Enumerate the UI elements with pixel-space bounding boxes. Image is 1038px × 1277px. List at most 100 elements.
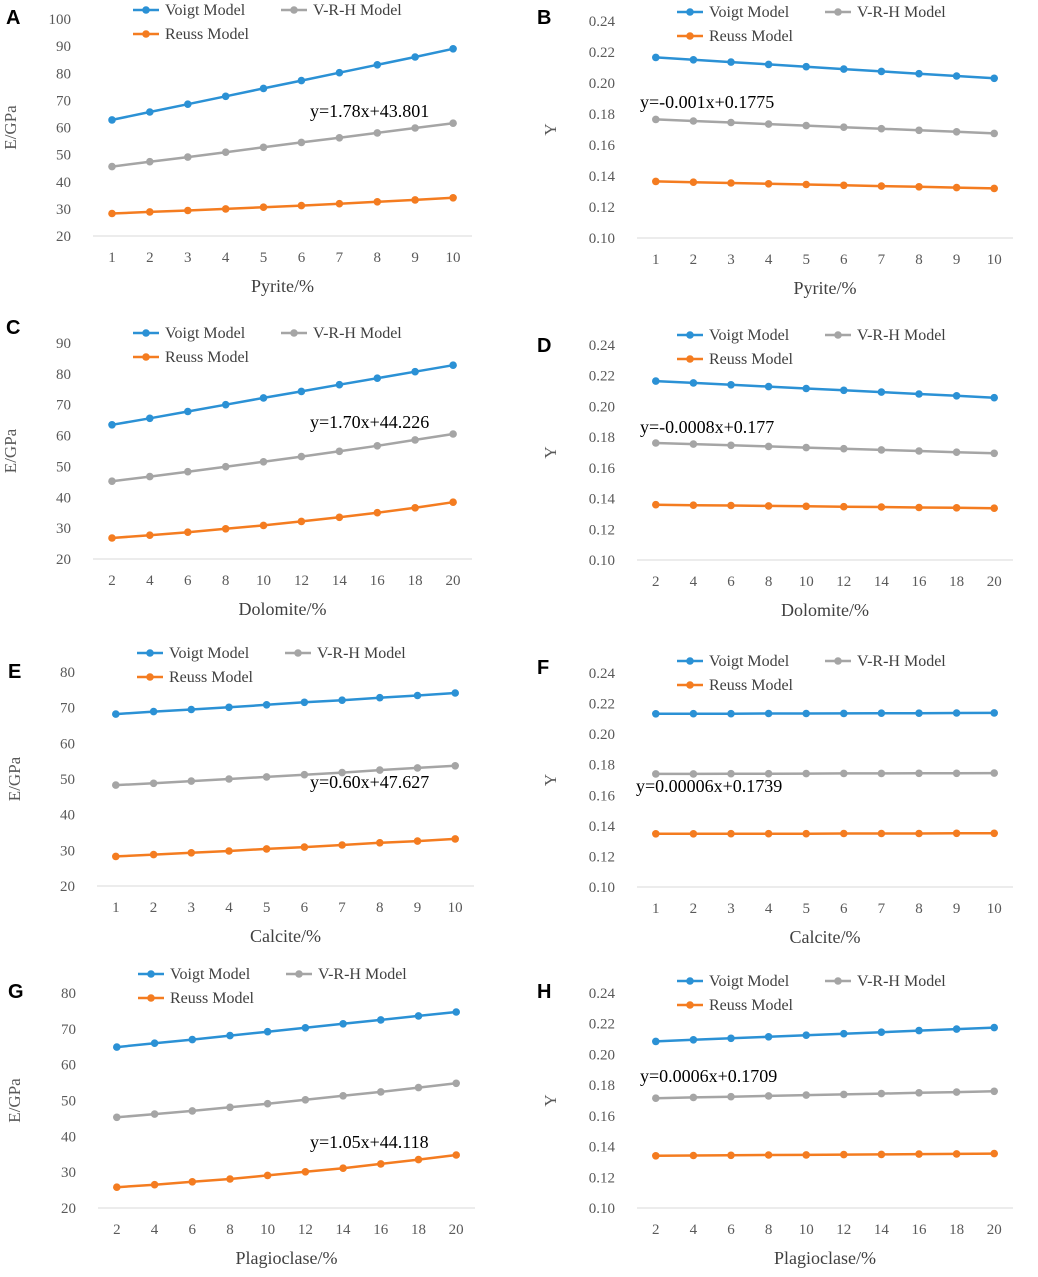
data-point-vrh xyxy=(764,1092,773,1100)
data-point-reuss xyxy=(226,1175,234,1183)
data-point-reuss xyxy=(952,829,961,838)
legend-label-reuss: Reuss Model xyxy=(165,349,250,366)
y-tick-label: 80 xyxy=(60,665,75,681)
x-tick-label: 10 xyxy=(256,573,271,589)
y-tick-label: 100 xyxy=(49,12,72,28)
x-axis-title: Plagioclase/% xyxy=(236,1248,338,1268)
y-tick-label: 0.18 xyxy=(589,107,615,123)
y-tick-label: 0.20 xyxy=(589,727,615,743)
series-line-vrh xyxy=(655,771,995,776)
data-point-vrh xyxy=(689,770,698,778)
data-point-voigt xyxy=(915,390,923,398)
data-point-vrh xyxy=(952,128,961,136)
y-axis-title: E/GPa xyxy=(5,1078,24,1123)
data-point-vrh xyxy=(373,129,382,137)
data-point-vrh xyxy=(451,762,460,770)
x-tick-label: 8 xyxy=(222,573,230,589)
data-point-reuss xyxy=(652,177,660,186)
data-point-vrh xyxy=(689,117,698,125)
data-point-voigt xyxy=(952,392,961,400)
data-point-voigt xyxy=(764,709,773,718)
y-tick-label: 30 xyxy=(61,1165,76,1181)
data-point-voigt xyxy=(188,1035,197,1044)
data-point-voigt xyxy=(297,76,306,85)
data-point-vrh xyxy=(727,441,735,450)
x-tick-label: 14 xyxy=(332,573,348,589)
x-tick-label: 14 xyxy=(874,574,890,590)
x-tick-label: 8 xyxy=(226,1222,234,1238)
data-point-vrh xyxy=(877,769,886,778)
x-tick-label: 10 xyxy=(446,250,461,266)
data-point-vrh xyxy=(727,118,735,127)
y-tick-label: 70 xyxy=(60,701,75,717)
data-point-vrh xyxy=(990,769,998,777)
legend-marker-vrh xyxy=(834,657,842,665)
x-tick-label: 9 xyxy=(414,900,422,916)
data-point-reuss xyxy=(877,182,886,190)
data-point-vrh xyxy=(226,1103,234,1112)
data-point-vrh xyxy=(184,467,192,476)
data-point-voigt xyxy=(689,56,698,64)
x-tick-label: 1 xyxy=(108,250,116,266)
y-tick-label: 20 xyxy=(60,879,75,895)
x-axis-title: Calcite/% xyxy=(250,926,321,946)
data-point-reuss xyxy=(411,504,419,512)
regression-equation: y=0.00006x+0.1739 xyxy=(636,776,782,796)
data-point-voigt xyxy=(652,1037,660,1046)
data-point-voigt xyxy=(689,379,698,387)
y-tick-label: 60 xyxy=(61,1058,76,1074)
y-tick-label: 0.18 xyxy=(589,1078,615,1094)
data-point-vrh xyxy=(727,1092,735,1101)
data-point-reuss xyxy=(146,208,154,216)
y-axis-title: E/GPa xyxy=(1,105,20,150)
x-tick-label: 16 xyxy=(912,574,928,590)
x-tick-label: 7 xyxy=(878,901,886,917)
panel-g: G 20 30 40 50 60 70 80 2 4 6 8 10 12 14 16 18 20 Plagiocla… xyxy=(5,966,475,1268)
data-point-reuss xyxy=(764,180,773,188)
legend-marker-voigt xyxy=(142,329,150,337)
data-point-vrh xyxy=(221,148,230,156)
data-point-reuss xyxy=(150,1180,159,1189)
data-point-vrh xyxy=(149,779,158,788)
legend-label-voigt: Voigt Model xyxy=(170,966,251,983)
data-point-voigt xyxy=(727,381,735,389)
y-tick-label: 50 xyxy=(56,459,71,475)
data-point-voigt xyxy=(840,65,848,73)
legend-marker-reuss xyxy=(686,1001,694,1009)
data-point-reuss xyxy=(221,205,230,213)
data-point-vrh xyxy=(108,162,116,171)
data-point-voigt xyxy=(411,367,419,376)
data-point-reuss xyxy=(877,829,886,838)
series-line-voigt xyxy=(115,691,456,716)
data-point-reuss xyxy=(727,829,735,838)
data-point-reuss xyxy=(339,1164,347,1172)
data-point-voigt xyxy=(952,709,961,717)
data-point-reuss xyxy=(413,837,422,845)
x-axis-title: Pyrite/% xyxy=(251,276,314,296)
data-point-voigt xyxy=(652,710,660,718)
x-tick-label: 4 xyxy=(151,1222,159,1238)
x-tick-label: 4 xyxy=(690,1222,698,1238)
legend-label-voigt: Voigt Model xyxy=(165,325,246,342)
x-tick-label: 7 xyxy=(878,252,886,268)
y-tick-label: 0.10 xyxy=(589,880,615,896)
data-point-voigt xyxy=(802,1031,810,1039)
legend-label-vrh: V-R-H Model xyxy=(313,325,402,342)
x-tick-label: 10 xyxy=(260,1222,275,1238)
series-line-voigt xyxy=(655,56,995,80)
series-line-reuss xyxy=(111,196,454,215)
y-tick-label: 40 xyxy=(56,175,71,191)
legend-label-voigt: Voigt Model xyxy=(709,653,790,670)
data-point-voigt xyxy=(221,92,230,101)
data-point-voigt xyxy=(413,691,422,700)
y-axis-title: E/GPa xyxy=(5,756,24,801)
x-tick-label: 6 xyxy=(727,1222,735,1238)
data-point-reuss xyxy=(449,194,457,202)
y-tick-label: 0.10 xyxy=(589,231,615,247)
x-tick-label: 10 xyxy=(799,1222,814,1238)
data-point-vrh xyxy=(259,143,268,152)
y-tick-label: 20 xyxy=(56,229,71,245)
data-point-vrh xyxy=(300,770,309,779)
data-point-reuss xyxy=(301,1168,310,1176)
data-point-voigt xyxy=(335,380,344,389)
